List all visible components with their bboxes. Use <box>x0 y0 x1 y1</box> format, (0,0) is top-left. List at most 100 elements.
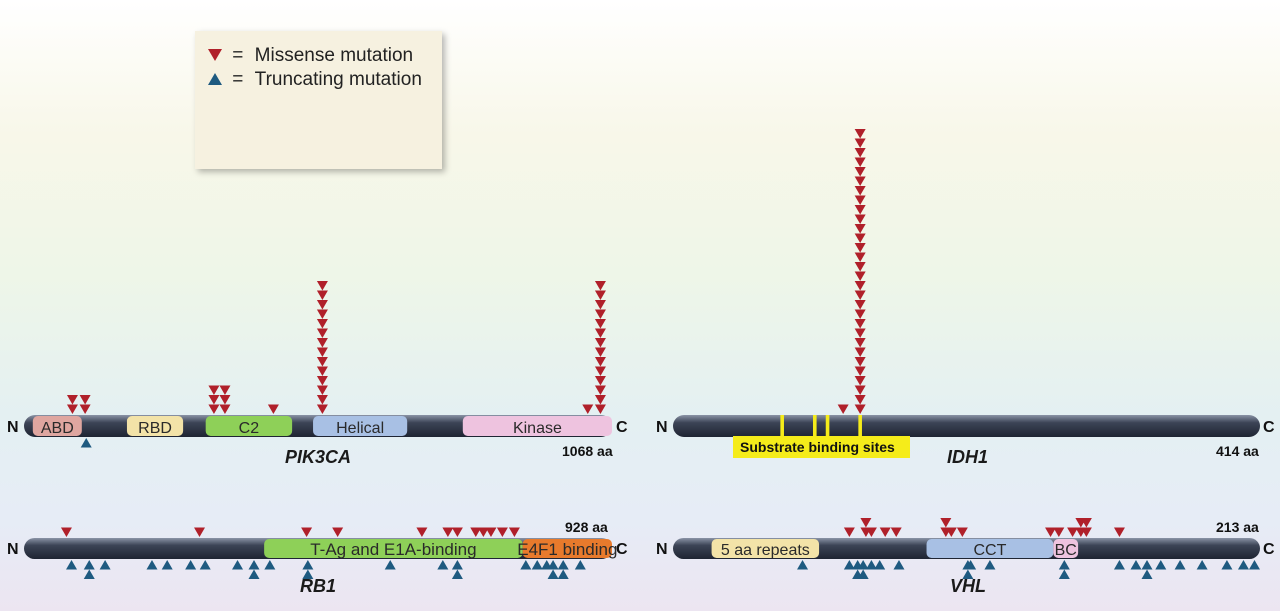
rb1-domain <box>264 539 523 558</box>
vhl-missense-mark <box>865 527 877 537</box>
idh1-missense-mark <box>854 290 866 300</box>
rb1-gene-label: RB1 <box>300 576 336 596</box>
pik3ca-n-terminus: N <box>7 419 19 436</box>
idh1-missense-mark <box>854 366 866 376</box>
vhl-truncating-mark <box>1248 560 1260 570</box>
idh1-missense-mark <box>854 309 866 319</box>
pik3ca-missense-mark <box>594 319 606 329</box>
pik3ca-domain-label: Helical <box>336 420 384 437</box>
idh1-missense-mark <box>854 385 866 395</box>
vhl-truncating-mark <box>962 569 974 579</box>
idh1-n-terminus: N <box>656 419 668 436</box>
rb1-truncating-mark <box>451 569 463 579</box>
idh1-missense-mark <box>854 148 866 158</box>
rb1-missense-mark <box>508 527 520 537</box>
rb1-truncating-mark <box>232 560 244 570</box>
pik3ca-missense-mark <box>316 281 328 291</box>
rb1-missense-mark <box>477 527 489 537</box>
vhl-missense-mark <box>1067 527 1079 537</box>
pik3ca-missense-mark <box>208 385 220 395</box>
rb1-truncating-mark <box>248 569 260 579</box>
idh1-missense-mark <box>854 186 866 196</box>
rb1-missense-mark <box>442 527 454 537</box>
rb1-missense-mark <box>194 527 206 537</box>
pik3ca-missense-mark <box>66 395 78 405</box>
vhl-truncating-mark <box>857 560 869 570</box>
rb1-missense-mark <box>485 527 497 537</box>
rb1-truncating-mark <box>451 560 463 570</box>
missense-triangle-icon <box>208 49 222 61</box>
pik3ca-missense-mark <box>594 385 606 395</box>
legend-truncating: = Truncating mutation <box>207 69 422 91</box>
legend-missense: = Missense mutation <box>207 45 413 67</box>
rb1-c-terminus: C <box>616 541 628 558</box>
vhl-truncating-mark <box>843 560 855 570</box>
vhl-truncating-mark <box>1141 560 1153 570</box>
vhl-missense-mark <box>945 527 957 537</box>
idh1-missense-mark <box>854 176 866 186</box>
rb1-truncating-mark <box>83 560 95 570</box>
idh1-missense-mark <box>854 319 866 329</box>
pik3ca-missense-mark <box>316 347 328 357</box>
pik3ca-missense-mark <box>594 395 606 405</box>
vhl-truncating-mark <box>893 560 905 570</box>
rb1-truncating-mark <box>248 560 260 570</box>
legend-equals: = <box>232 69 244 90</box>
rb1-truncating-mark <box>557 569 569 579</box>
pik3ca-missense-mark <box>66 404 78 414</box>
rb1-missense-mark <box>451 527 463 537</box>
idh1-missense-mark <box>854 252 866 262</box>
idh1-missense-mark <box>854 129 866 139</box>
vhl-domain <box>711 539 820 558</box>
rb1-n-terminus: N <box>7 541 19 558</box>
rb1-truncating-mark <box>83 569 95 579</box>
pik3ca-missense-mark <box>316 404 328 414</box>
rb1-truncating-mark <box>302 560 314 570</box>
vhl-gene-label: VHL <box>950 576 986 596</box>
pik3ca-missense-mark <box>582 404 594 414</box>
pik3ca-missense-mark <box>594 338 606 348</box>
vhl-missense-mark <box>879 527 891 537</box>
vhl-missense-mark <box>1080 527 1092 537</box>
pik3ca-missense-mark <box>316 376 328 386</box>
vhl-truncating-mark <box>1221 560 1233 570</box>
rb1-truncating-mark <box>384 560 396 570</box>
vhl-c-terminus: C <box>1263 541 1275 558</box>
pik3ca-domain <box>32 416 82 436</box>
pik3ca-missense-mark <box>208 404 220 414</box>
vhl-truncating-mark <box>1155 560 1167 570</box>
idh1-missense-mark <box>837 404 849 414</box>
idh1-missense-mark <box>854 233 866 243</box>
pik3ca-domain-label: RBD <box>138 420 172 437</box>
pik3ca-missense-mark <box>79 404 91 414</box>
rb1-truncating-mark <box>99 560 111 570</box>
pik3ca-missense-mark <box>316 319 328 329</box>
idh1-missense-mark <box>854 404 866 414</box>
pik3ca-missense-mark <box>79 395 91 405</box>
rb1-truncating-mark <box>264 560 276 570</box>
rb1-truncating-mark <box>557 560 569 570</box>
vhl-truncating-mark <box>1141 569 1153 579</box>
substrate-binding-label: Substrate binding sites <box>740 439 895 455</box>
pik3ca-domain-label: C2 <box>239 420 260 437</box>
pik3ca-missense-mark <box>316 290 328 300</box>
pik3ca-missense-mark <box>316 366 328 376</box>
idh1-binding-site <box>825 415 830 437</box>
idh1-missense-mark <box>854 271 866 281</box>
rb1-domain-label: T-Ag and E1A-binding <box>310 540 476 559</box>
vhl-truncating-mark <box>1058 569 1070 579</box>
pik3ca-domain <box>205 416 293 436</box>
vhl-domain-label: 5 aa repeats <box>721 542 810 559</box>
vhl-missense-mark <box>1113 527 1125 537</box>
rb1-length-label: 928 aa <box>565 519 608 535</box>
pik3ca-length-label: 1068 aa <box>562 443 613 459</box>
pik3ca-missense-mark <box>316 300 328 310</box>
vhl-truncating-mark <box>1058 560 1070 570</box>
vhl-truncating-mark <box>1113 560 1125 570</box>
idh1-missense-mark <box>854 224 866 234</box>
pik3ca-missense-mark <box>594 300 606 310</box>
rb1-truncating-mark <box>547 569 559 579</box>
legend-equals: = <box>232 45 244 66</box>
